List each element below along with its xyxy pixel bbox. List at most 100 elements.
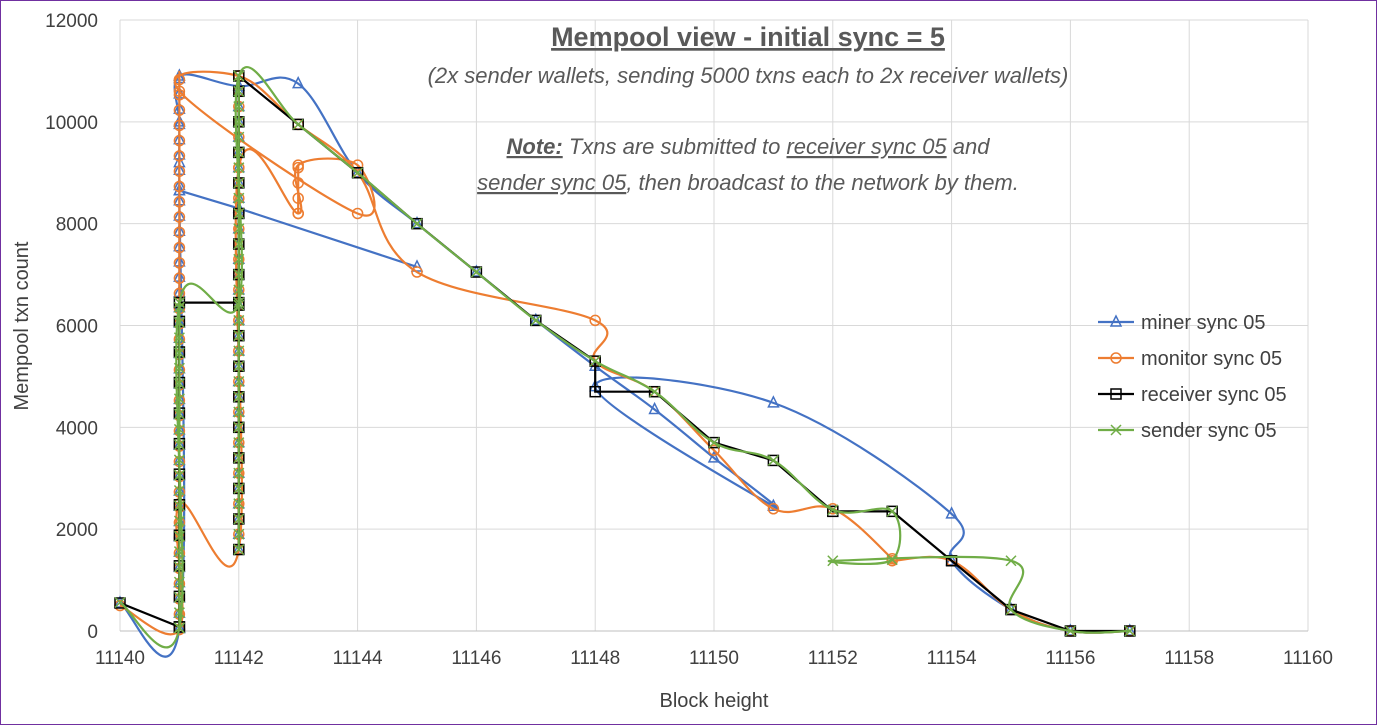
- data-point-circle: [173, 241, 186, 254]
- data-point-cross: [173, 408, 185, 420]
- data-point-cross: [589, 355, 601, 367]
- data-point-cross: [1110, 424, 1122, 436]
- legend-item: monitor sync 05: [1098, 348, 1282, 370]
- data-point-cross: [233, 467, 245, 479]
- data-point-cross: [233, 85, 245, 97]
- y-tick-label: 2000: [56, 520, 98, 541]
- data-point-cross: [173, 622, 185, 634]
- data-point-cross: [233, 177, 245, 189]
- data-point-circle: [173, 134, 186, 147]
- data-point-cross: [173, 484, 185, 497]
- data-point-cross: [767, 454, 779, 466]
- series-sender-sync-05: [114, 66, 1136, 649]
- x-tick-label: 11146: [451, 648, 501, 669]
- data-point-cross: [173, 454, 185, 466]
- data-point-cross: [233, 297, 245, 309]
- data-point-square: [351, 167, 364, 179]
- note-link-receiver: receiver sync 05: [786, 134, 947, 159]
- data-point-cross: [233, 116, 245, 128]
- data-point-triangle: [767, 395, 780, 408]
- data-point-cross: [233, 223, 245, 235]
- data-point-circle: [173, 165, 186, 177]
- data-point-cross: [173, 591, 185, 603]
- data-point-cross: [173, 316, 185, 328]
- x-tick-label: 11150: [689, 648, 739, 669]
- x-tick-label: 11140: [95, 648, 145, 669]
- data-point-cross: [886, 554, 898, 566]
- data-point-cross: [173, 332, 185, 344]
- x-tick-label: 11160: [1283, 648, 1333, 669]
- data-point-circle: [173, 89, 186, 101]
- data-point-cross: [233, 131, 245, 143]
- data-point-cross: [352, 167, 364, 179]
- x-tick-label: 11142: [214, 648, 264, 669]
- x-tick-label: 11156: [1045, 648, 1095, 669]
- y-tick-label: 6000: [56, 317, 98, 338]
- data-point-cross: [173, 378, 185, 390]
- y-tick-label: 8000: [56, 215, 98, 236]
- data-point-square: [411, 217, 423, 230]
- data-point-circle: [292, 192, 304, 204]
- legend-label: miner sync 05: [1141, 312, 1266, 334]
- data-point-cross: [470, 266, 482, 278]
- data-point-cross: [233, 406, 245, 418]
- x-tick-label: 11148: [570, 648, 620, 669]
- note-link-sender: sender sync 05: [477, 170, 627, 195]
- data-point-square: [589, 385, 601, 398]
- data-point-square: [886, 505, 898, 518]
- data-point-cross: [1005, 555, 1017, 567]
- data-point-circle: [1110, 352, 1122, 364]
- legend-label: sender sync 05: [1141, 420, 1277, 442]
- data-point-cross: [233, 437, 245, 449]
- data-point-cross: [233, 345, 245, 357]
- data-point-triangle: [648, 401, 661, 415]
- tick-labels: 0 2000 4000 6000 8000 10000 12000 11140 11142 111…: [45, 11, 1333, 669]
- data-point-square: [470, 266, 483, 278]
- data-point-circle: [292, 177, 304, 189]
- data-point-cross: [173, 500, 185, 512]
- data-point-cross: [233, 146, 245, 158]
- data-point-cross: [173, 439, 185, 451]
- data-point-cross: [173, 393, 185, 405]
- data-point-circle: [173, 226, 186, 239]
- data-point-triangle: [707, 450, 721, 463]
- data-point-cross: [233, 238, 245, 250]
- chart-subtitle: (2x sender wallets, sending 5000 txns ea…: [428, 63, 1069, 88]
- grid: [119, 19, 1309, 632]
- y-axis-title: Mempool txn count: [11, 241, 33, 410]
- note-line-2: sender sync 05, then broadcast to the ne…: [477, 170, 1019, 195]
- data-point-cross: [233, 375, 245, 388]
- data-point-cross: [827, 555, 839, 567]
- x-tick-label: 11152: [808, 648, 858, 669]
- note-text-1: Txns are submitted to: [563, 134, 787, 159]
- y-tick-label: 12000: [45, 11, 98, 32]
- data-point-cross: [649, 386, 661, 398]
- data-point-circle: [173, 257, 186, 269]
- legend-item: receiver sync 05: [1098, 384, 1287, 406]
- legend-item: miner sync 05: [1098, 312, 1266, 334]
- data-point-cross: [233, 421, 245, 433]
- data-point-cross: [292, 118, 304, 130]
- note-label: Note:: [507, 134, 563, 159]
- data-point-circle: [173, 211, 186, 223]
- data-point-cross: [1124, 625, 1136, 637]
- data-point-cross: [233, 269, 245, 281]
- series-layer: [113, 66, 1137, 658]
- data-point-cross: [1064, 625, 1076, 637]
- data-point-cross: [233, 391, 245, 403]
- data-point-cross: [530, 314, 542, 326]
- chart-title: Mempool view - initial sync = 5: [551, 22, 945, 52]
- note-text-2-end: , then broadcast to the network by them.: [626, 170, 1019, 195]
- data-point-cross: [233, 101, 245, 113]
- data-point-square: [292, 118, 304, 131]
- data-point-cross: [1005, 604, 1017, 616]
- data-point-cross: [173, 576, 185, 588]
- data-point-circle: [173, 119, 186, 132]
- data-point-cross: [173, 301, 185, 313]
- data-point-circle: [886, 554, 898, 567]
- data-point-cross: [173, 347, 185, 359]
- data-point-cross: [233, 284, 245, 296]
- series-line: [119, 73, 1130, 633]
- data-point-circle: [292, 207, 304, 220]
